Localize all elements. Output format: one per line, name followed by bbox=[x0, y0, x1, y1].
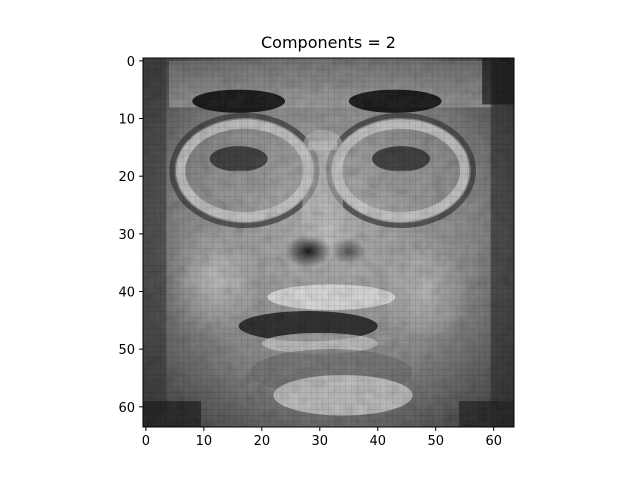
bottom-left-shadow bbox=[143, 401, 201, 427]
right-cheek bbox=[377, 233, 471, 350]
left-eye bbox=[209, 146, 268, 172]
x-tick-label: 60 bbox=[485, 434, 502, 449]
left-eyebrow bbox=[192, 89, 286, 113]
y-tick-label: 40 bbox=[118, 286, 135, 301]
left-nostril bbox=[285, 234, 332, 268]
left-cheek bbox=[169, 222, 262, 338]
right-nostril bbox=[331, 238, 367, 264]
x-tick-label: 50 bbox=[427, 434, 444, 449]
right-under-eye bbox=[366, 170, 436, 194]
chin-highlight bbox=[273, 375, 413, 416]
nose-bridge bbox=[302, 130, 343, 247]
axes-frame bbox=[142, 57, 515, 428]
y-tick-label: 60 bbox=[118, 401, 135, 416]
y-tick-label: 10 bbox=[118, 113, 135, 128]
right-eye bbox=[371, 146, 430, 172]
y-tick-label: 50 bbox=[118, 343, 135, 358]
bottom-right-shadow bbox=[458, 401, 514, 427]
chart-title: Components = 2 bbox=[261, 33, 396, 52]
lower-lip bbox=[261, 332, 378, 354]
x-tick-label: 10 bbox=[196, 434, 213, 449]
x-tick-label: 0 bbox=[142, 434, 150, 449]
heatmap-image bbox=[143, 58, 514, 427]
y-tick-label: 30 bbox=[118, 228, 135, 243]
top-right-shadow bbox=[482, 58, 514, 105]
left-under-eye bbox=[203, 170, 274, 194]
x-tick-label: 20 bbox=[254, 434, 271, 449]
right-edge-shadow bbox=[490, 58, 514, 427]
y-tick-label: 0 bbox=[127, 55, 135, 70]
x-tick-label: 40 bbox=[370, 434, 387, 449]
y-tick-label: 20 bbox=[118, 170, 135, 185]
left-edge-shadow bbox=[143, 58, 167, 427]
y-axis: 0 10 20 30 40 50 60 bbox=[118, 55, 143, 416]
x-tick-label: 30 bbox=[312, 434, 329, 449]
x-axis: 0 10 20 30 40 50 60 bbox=[142, 427, 502, 449]
upper-lip-highlight bbox=[267, 284, 396, 311]
mouth bbox=[238, 311, 378, 342]
right-eyebrow bbox=[348, 89, 442, 113]
